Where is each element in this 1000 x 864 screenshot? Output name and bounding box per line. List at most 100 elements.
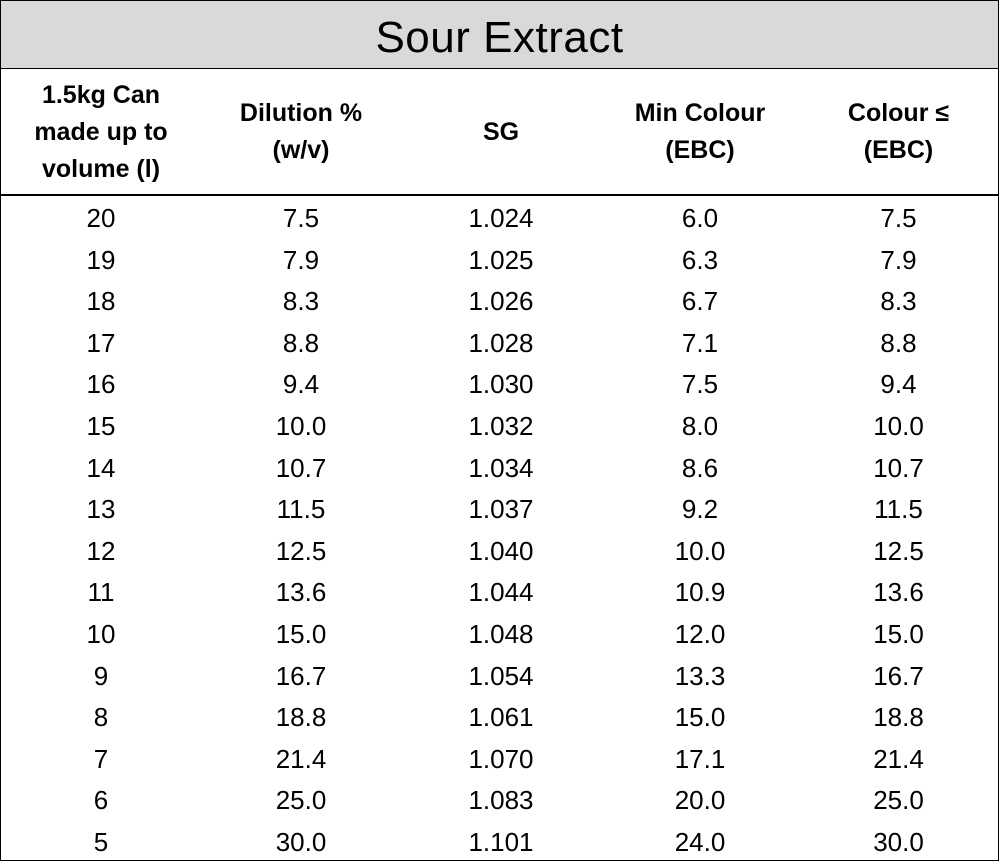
cell-min-colour: 12.0 xyxy=(674,618,726,649)
cell-dilution: 8.3 xyxy=(282,286,320,317)
cell-max-colour: 8.3 xyxy=(880,286,917,317)
cell-min-colour: 10.0 xyxy=(674,535,726,566)
table-row: 9 16.7 1.054 13.3 16.7 xyxy=(1,656,998,698)
cell-sg: 1.040 xyxy=(468,535,534,566)
cell-volume: 6 xyxy=(93,785,109,816)
table-row: 14 10.7 1.034 8.6 10.7 xyxy=(1,448,998,490)
cell-dilution: 7.9 xyxy=(282,244,320,275)
cell-max-colour: 10.7 xyxy=(873,452,924,483)
cell-sg: 1.037 xyxy=(468,494,534,525)
cell-volume: 9 xyxy=(93,660,109,691)
cell-sg: 1.028 xyxy=(468,327,534,358)
cell-min-colour: 7.1 xyxy=(681,327,719,358)
table-row: 11 13.6 1.044 10.9 13.6 xyxy=(1,572,998,614)
header-volume: 1.5kg Can made up to volume (l) xyxy=(34,80,168,183)
cell-dilution: 18.8 xyxy=(275,702,327,733)
cell-dilution: 10.7 xyxy=(275,452,327,483)
table-title-bar: Sour Extract xyxy=(1,1,998,69)
cell-sg: 1.101 xyxy=(468,826,534,857)
cell-dilution: 15.0 xyxy=(275,618,327,649)
cell-max-colour: 11.5 xyxy=(874,494,923,525)
cell-volume: 17 xyxy=(86,327,116,358)
cell-sg: 1.025 xyxy=(468,244,534,275)
cell-sg: 1.048 xyxy=(468,618,534,649)
cell-dilution: 11.5 xyxy=(276,494,326,525)
cell-min-colour: 7.5 xyxy=(681,369,719,400)
cell-volume: 11 xyxy=(87,577,115,608)
cell-min-colour: 6.0 xyxy=(681,203,719,233)
cell-max-colour: 10.0 xyxy=(873,410,924,441)
cell-max-colour: 25.0 xyxy=(873,785,924,816)
cell-dilution: 25.0 xyxy=(275,785,327,816)
cell-min-colour: 10.9 xyxy=(674,577,726,608)
cell-min-colour: 8.0 xyxy=(681,410,719,441)
cell-max-colour: 15.0 xyxy=(873,618,924,649)
cell-max-colour: 7.9 xyxy=(880,244,917,275)
cell-min-colour: 6.3 xyxy=(681,244,719,275)
cell-min-colour: 8.6 xyxy=(681,452,719,483)
cell-max-colour: 12.5 xyxy=(873,535,924,566)
cell-max-colour: 16.7 xyxy=(873,660,924,691)
cell-volume: 20 xyxy=(86,203,116,233)
cell-volume: 5 xyxy=(93,826,109,857)
cell-dilution: 12.5 xyxy=(275,535,327,566)
cell-max-colour: 18.8 xyxy=(873,702,924,733)
table-row: 6 25.0 1.083 20.0 25.0 xyxy=(1,780,998,822)
cell-volume: 7 xyxy=(93,743,109,774)
table-row: 20 7.5 1.024 6.0 7.5 xyxy=(1,198,998,240)
cell-sg: 1.083 xyxy=(468,785,534,816)
cell-sg: 1.034 xyxy=(468,452,534,483)
cell-sg: 1.054 xyxy=(468,660,534,691)
cell-volume: 19 xyxy=(86,244,116,275)
table-row: 8 18.8 1.061 15.0 18.8 xyxy=(1,697,998,739)
cell-min-colour: 24.0 xyxy=(674,826,726,857)
cell-sg: 1.070 xyxy=(468,743,534,774)
cell-sg: 1.026 xyxy=(468,286,534,317)
table-row: 19 7.9 1.025 6.3 7.9 xyxy=(1,240,998,282)
table-row: 13 11.5 1.037 9.2 11.5 xyxy=(1,489,998,531)
cell-volume: 15 xyxy=(86,410,116,441)
header-min-colour: Min Colour (EBC) xyxy=(634,99,766,164)
table-row: 15 10.0 1.032 8.0 10.0 xyxy=(1,406,998,448)
cell-min-colour: 20.0 xyxy=(674,785,726,816)
table-header-row: 1.5kg Can made up to volume (l) Dilution… xyxy=(1,70,998,196)
cell-dilution: 9.4 xyxy=(282,369,320,400)
cell-min-colour: 6.7 xyxy=(681,286,719,317)
table-row: 17 8.8 1.028 7.1 8.8 xyxy=(1,323,998,365)
cell-dilution: 30.0 xyxy=(275,826,327,857)
cell-sg: 1.061 xyxy=(468,702,534,733)
cell-volume: 16 xyxy=(86,369,116,400)
cell-volume: 8 xyxy=(93,702,109,733)
table-row: 10 15.0 1.048 12.0 15.0 xyxy=(1,614,998,656)
cell-min-colour: 9.2 xyxy=(681,494,719,525)
cell-volume: 12 xyxy=(86,535,116,566)
cell-dilution: 8.8 xyxy=(282,327,320,358)
cell-volume: 13 xyxy=(86,494,116,525)
cell-max-colour: 21.4 xyxy=(873,743,924,774)
cell-dilution: 21.4 xyxy=(275,743,327,774)
cell-sg: 1.032 xyxy=(468,410,534,441)
header-max-colour: Colour ≤ (EBC) xyxy=(847,99,950,164)
cell-max-colour: 8.8 xyxy=(880,327,917,358)
table-title: Sour Extract xyxy=(375,12,624,62)
cell-min-colour: 13.3 xyxy=(674,660,726,691)
cell-volume: 14 xyxy=(86,452,116,483)
cell-volume: 18 xyxy=(86,286,116,317)
cell-dilution: 7.5 xyxy=(282,203,320,233)
cell-max-colour: 13.6 xyxy=(873,577,924,608)
table-row: 16 9.4 1.030 7.5 9.4 xyxy=(1,364,998,406)
table-row: 7 21.4 1.070 17.1 21.4 xyxy=(1,739,998,781)
cell-dilution: 16.7 xyxy=(275,660,327,691)
cell-sg: 1.030 xyxy=(468,369,534,400)
cell-max-colour: 30.0 xyxy=(873,826,924,857)
table-body: 20 7.5 1.024 6.0 7.5 19 7.9 1.025 6.3 7.… xyxy=(1,198,998,864)
table-row: 12 12.5 1.040 10.0 12.5 xyxy=(1,531,998,573)
cell-min-colour: 17.1 xyxy=(674,743,726,774)
cell-max-colour: 7.5 xyxy=(880,203,917,233)
table-row: 18 8.3 1.026 6.7 8.3 xyxy=(1,281,998,323)
cell-sg: 1.024 xyxy=(468,203,534,233)
table-row: 5 30.0 1.101 24.0 30.0 xyxy=(1,822,998,864)
cell-max-colour: 9.4 xyxy=(880,369,917,400)
header-sg: SG xyxy=(482,117,520,146)
